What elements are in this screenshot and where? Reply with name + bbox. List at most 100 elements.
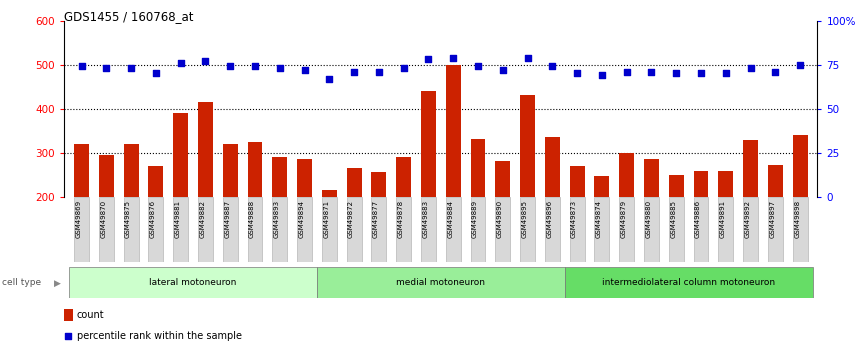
Text: cell type: cell type	[2, 278, 41, 287]
Text: GSM49873: GSM49873	[571, 200, 577, 238]
Point	[570, 71, 584, 76]
Point	[794, 62, 807, 68]
Bar	[496, 161, 510, 197]
Text: GSM49895: GSM49895	[521, 200, 527, 238]
Bar	[520, 96, 535, 197]
Text: GSM49898: GSM49898	[794, 200, 800, 238]
Bar	[594, 176, 609, 197]
Bar	[347, 168, 361, 197]
Point	[719, 71, 733, 76]
FancyBboxPatch shape	[69, 267, 317, 298]
FancyBboxPatch shape	[317, 267, 565, 298]
Point	[496, 67, 509, 73]
Text: GSM49880: GSM49880	[645, 200, 651, 238]
FancyBboxPatch shape	[496, 197, 510, 262]
Point	[124, 66, 138, 71]
FancyBboxPatch shape	[223, 197, 238, 262]
Point	[645, 69, 658, 75]
Point	[372, 69, 386, 75]
FancyBboxPatch shape	[768, 197, 782, 262]
Point	[769, 69, 782, 75]
FancyBboxPatch shape	[446, 197, 461, 262]
Point	[248, 64, 262, 69]
Bar	[123, 144, 139, 197]
FancyBboxPatch shape	[322, 197, 336, 262]
Bar	[148, 166, 163, 197]
Bar	[223, 144, 238, 197]
FancyBboxPatch shape	[565, 267, 812, 298]
Text: GSM49869: GSM49869	[75, 200, 81, 238]
Text: GSM49896: GSM49896	[546, 200, 552, 238]
Text: count: count	[76, 310, 104, 320]
FancyBboxPatch shape	[545, 197, 560, 262]
FancyBboxPatch shape	[718, 197, 734, 262]
Point	[422, 57, 436, 62]
Text: GSM49890: GSM49890	[496, 200, 502, 238]
FancyBboxPatch shape	[297, 197, 312, 262]
Bar	[198, 102, 213, 197]
Point	[174, 60, 187, 66]
Point	[149, 71, 163, 76]
Text: GSM49882: GSM49882	[199, 200, 205, 238]
Text: GSM49889: GSM49889	[472, 200, 478, 238]
Point	[520, 55, 534, 60]
FancyBboxPatch shape	[471, 197, 485, 262]
Bar	[446, 65, 461, 197]
Point	[471, 64, 484, 69]
Text: GSM49875: GSM49875	[125, 200, 131, 238]
Text: GSM49888: GSM49888	[249, 200, 255, 238]
FancyBboxPatch shape	[793, 197, 807, 262]
Text: GSM49891: GSM49891	[720, 200, 726, 238]
FancyBboxPatch shape	[693, 197, 709, 262]
Point	[273, 66, 287, 71]
Point	[288, 239, 302, 244]
Point	[744, 66, 758, 71]
Bar	[173, 113, 188, 197]
Text: GSM49877: GSM49877	[373, 200, 379, 238]
FancyBboxPatch shape	[594, 197, 609, 262]
FancyBboxPatch shape	[644, 197, 659, 262]
Bar	[471, 139, 485, 197]
Text: GSM49872: GSM49872	[348, 200, 354, 238]
Bar	[322, 190, 336, 197]
Point	[669, 71, 683, 76]
Text: GSM49887: GSM49887	[224, 200, 230, 238]
Text: GSM49874: GSM49874	[596, 200, 602, 238]
Bar	[743, 140, 758, 197]
FancyBboxPatch shape	[421, 197, 436, 262]
Bar	[297, 159, 312, 197]
Point	[99, 66, 113, 71]
Bar	[372, 172, 386, 197]
Text: lateral motoneuron: lateral motoneuron	[149, 278, 237, 287]
Bar	[693, 171, 709, 197]
Text: GSM49894: GSM49894	[299, 200, 305, 238]
Text: GSM49881: GSM49881	[175, 200, 181, 238]
FancyBboxPatch shape	[396, 197, 411, 262]
FancyBboxPatch shape	[272, 197, 288, 262]
Bar	[396, 157, 411, 197]
FancyBboxPatch shape	[123, 197, 139, 262]
FancyBboxPatch shape	[520, 197, 535, 262]
Bar	[247, 142, 263, 197]
Bar	[74, 144, 89, 197]
Text: medial motoneuron: medial motoneuron	[396, 278, 485, 287]
Bar	[421, 91, 436, 197]
FancyBboxPatch shape	[198, 197, 213, 262]
Bar	[570, 166, 585, 197]
Point	[397, 66, 411, 71]
FancyBboxPatch shape	[619, 197, 634, 262]
Text: ▶: ▶	[54, 278, 61, 287]
Bar	[793, 135, 807, 197]
Text: GSM49878: GSM49878	[398, 200, 404, 238]
Text: GSM49876: GSM49876	[150, 200, 156, 238]
Bar	[545, 137, 560, 197]
Point	[694, 71, 708, 76]
Point	[223, 64, 237, 69]
Text: percentile rank within the sample: percentile rank within the sample	[76, 331, 241, 341]
Text: GSM49884: GSM49884	[447, 200, 453, 238]
Bar	[768, 165, 782, 197]
FancyBboxPatch shape	[148, 197, 163, 262]
Text: intermediolateral column motoneuron: intermediolateral column motoneuron	[602, 278, 776, 287]
Text: GSM49879: GSM49879	[621, 200, 627, 238]
Bar	[669, 175, 684, 197]
